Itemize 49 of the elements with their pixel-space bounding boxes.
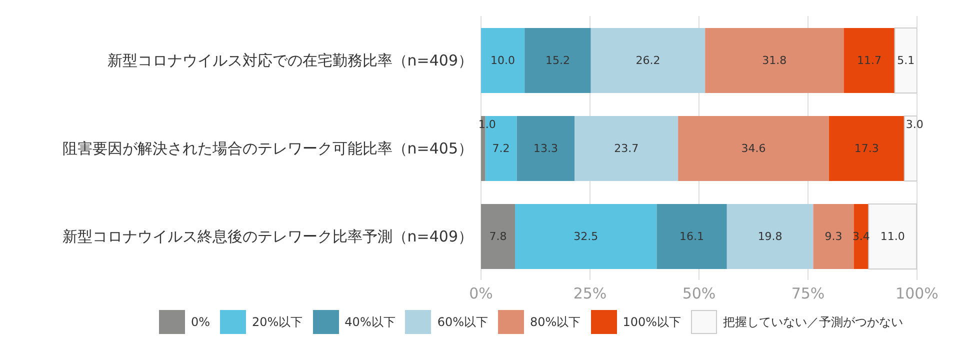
data-label: 23.7	[614, 142, 639, 155]
data-label: 32.5	[574, 230, 598, 243]
y-tick-label: 阻害要因が解決された場合のテレワーク可能比率（n=405）	[62, 139, 473, 158]
data-label: 9.3	[824, 230, 842, 243]
data-label: 5.1	[897, 54, 915, 67]
x-tick-label: 50%	[682, 284, 716, 303]
data-label: 15.2	[545, 54, 570, 67]
data-label: 11.7	[857, 54, 882, 67]
data-label: 3.0	[906, 118, 924, 131]
x-tick-label: 0%	[469, 284, 493, 303]
legend-label: 0%	[190, 315, 210, 329]
data-label: 7.8	[489, 230, 507, 243]
bar	[894, 28, 917, 94]
bar	[844, 28, 895, 93]
bar	[481, 28, 525, 93]
bar	[524, 28, 591, 93]
data-label: 10.0	[490, 54, 516, 67]
bar	[481, 204, 516, 269]
legend-label: 40%以下	[344, 314, 396, 330]
bar	[705, 28, 844, 93]
bar	[516, 116, 575, 181]
bar	[590, 28, 706, 93]
x-tick-label: 75%	[791, 284, 825, 303]
data-label: 17.3	[854, 142, 879, 155]
bar	[828, 116, 904, 181]
bar	[656, 204, 727, 269]
legend-label: 60%以下	[437, 314, 488, 330]
data-label: 34.6	[741, 142, 766, 155]
bar	[813, 204, 854, 269]
data-label: 16.1	[680, 230, 704, 243]
data-label: 19.8	[758, 230, 782, 243]
bar	[726, 204, 814, 269]
data-label: 26.2	[636, 54, 660, 67]
bar	[868, 204, 917, 270]
y-tick-label: 新型コロナウイルス終息後のテレワーク比率予測（n=409）	[62, 227, 473, 246]
data-label: 13.3	[533, 142, 558, 155]
legend-label: 把握していない／予測がつかない	[723, 314, 903, 330]
legend-label: 20%以下	[252, 314, 303, 330]
legend-label: 80%以下	[530, 314, 581, 330]
bar	[678, 116, 829, 181]
bar	[515, 204, 657, 269]
bar	[574, 116, 678, 181]
x-tick-label: 25%	[573, 284, 607, 303]
legend-label: 100%以下	[622, 314, 681, 330]
x-tick-label: 100%	[896, 284, 938, 303]
data-label: 11.0	[880, 230, 905, 243]
y-tick-label: 新型コロナウイルス対応での在宅勤務比率（n=409）	[107, 51, 473, 70]
data-label: 31.8	[762, 54, 787, 67]
data-label: 7.2	[492, 142, 510, 155]
